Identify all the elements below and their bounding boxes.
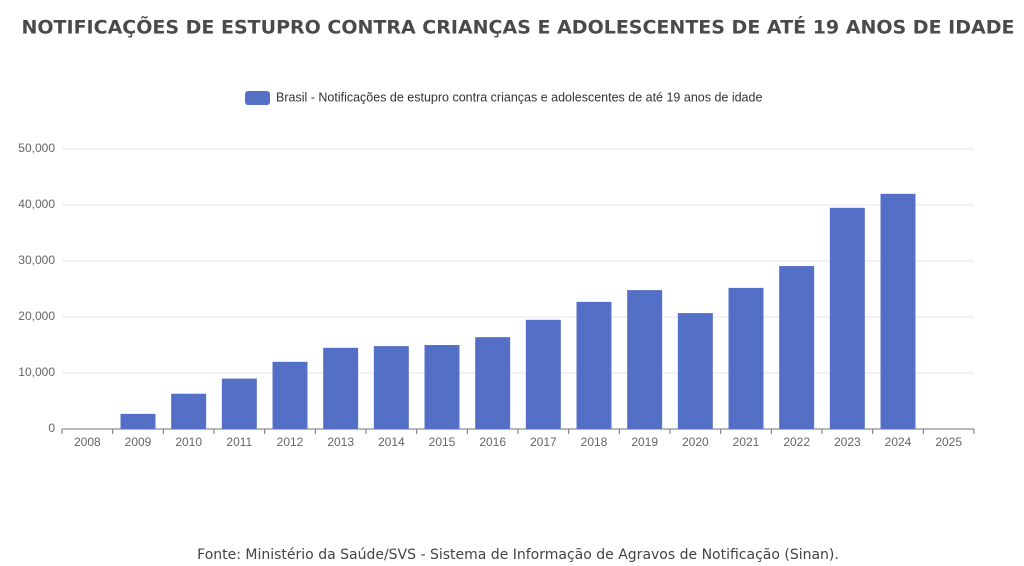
bar <box>779 266 815 429</box>
x-tick-label: 2018 <box>581 435 608 449</box>
bar <box>576 301 612 429</box>
x-tick-label: 2010 <box>175 435 202 449</box>
x-tick-label: 2014 <box>378 435 405 449</box>
bar <box>171 393 207 429</box>
y-tick-label: 50,000 <box>18 141 55 155</box>
legend-label: Brasil - Notificações de estupro contra … <box>276 90 762 104</box>
x-tick-label: 2024 <box>885 435 912 449</box>
x-tick-label: 2019 <box>631 435 658 449</box>
x-tick-label: 2023 <box>834 435 861 449</box>
bar <box>221 378 257 429</box>
y-tick-label: 10,000 <box>18 365 55 379</box>
chart-title: NOTIFICAÇÕES DE ESTUPRO CONTRA CRIANÇAS … <box>22 15 1015 39</box>
y-tick-label: 30,000 <box>18 253 55 267</box>
x-tick-label: 2013 <box>327 435 354 449</box>
bar <box>728 287 764 429</box>
x-tick-label: 2020 <box>682 435 709 449</box>
y-tick-label: 0 <box>48 421 55 435</box>
x-tick-label: 2011 <box>226 435 252 449</box>
bar <box>829 207 865 429</box>
legend-swatch <box>245 91 270 105</box>
bar <box>323 347 359 429</box>
x-tick-label: 2022 <box>783 435 810 449</box>
x-tick-label: 2025 <box>935 435 962 449</box>
bar <box>475 337 511 429</box>
source: Fonte: Ministério da Saúde/SVS - Sistema… <box>197 547 839 563</box>
x-tick-label: 2017 <box>530 435 557 449</box>
bar <box>272 361 308 429</box>
bar <box>424 345 460 429</box>
x-tick-label: 2016 <box>479 435 506 449</box>
bar <box>525 319 561 429</box>
bar <box>677 313 713 429</box>
x-tick-label: 2009 <box>125 435 152 449</box>
x-tick-label: 2021 <box>733 435 760 449</box>
x-tick-label: 2008 <box>74 435 101 449</box>
y-tick-label: 40,000 <box>18 197 55 211</box>
bar <box>627 290 663 429</box>
bar <box>120 413 156 429</box>
x-tick-label: 2012 <box>277 435 304 449</box>
y-tick-label: 20,000 <box>18 309 55 323</box>
bar <box>373 346 409 429</box>
bar <box>880 193 916 429</box>
x-tick-label: 2015 <box>429 435 456 449</box>
